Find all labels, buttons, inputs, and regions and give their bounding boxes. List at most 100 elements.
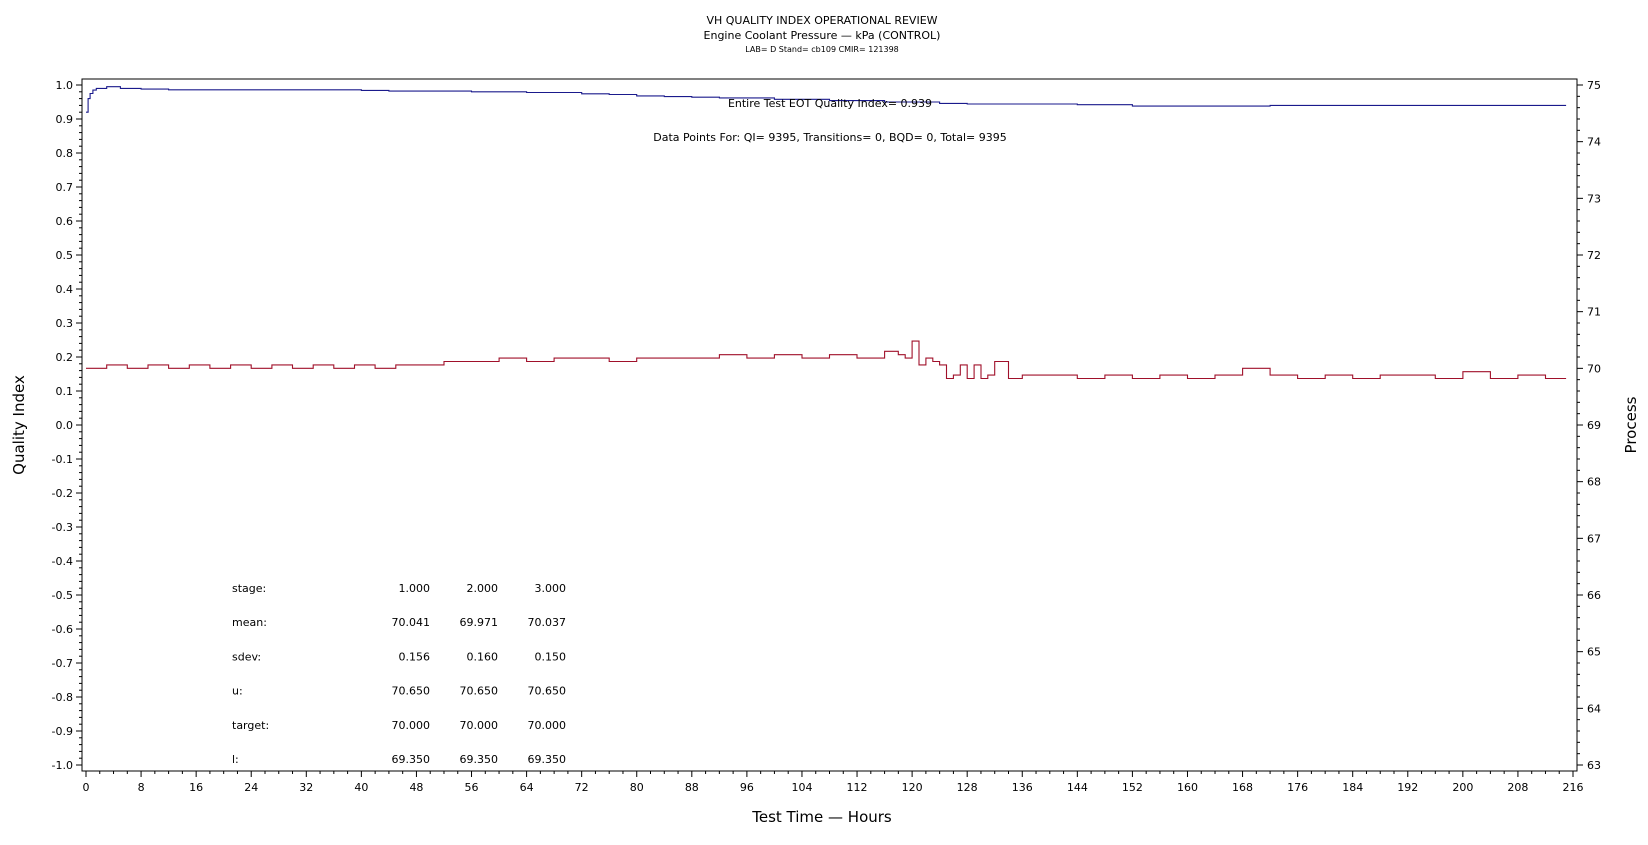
x-tick-label: 160 <box>1177 781 1198 794</box>
stats-cell: 69.350 <box>460 753 499 766</box>
stats-cell: 70.000 <box>460 719 499 732</box>
x-axis: 0 8 16 24 32 40 48 56 64 72 80 88 96 104 112 120 128 136 1… <box>83 771 1584 794</box>
stats-row-label: target: <box>232 719 269 732</box>
y-right-tick-label: 70 <box>1587 362 1601 375</box>
chart-info-line: LAB= D Stand= cb109 CMIR= 121398 <box>745 45 899 54</box>
plot-frame <box>81 78 1578 772</box>
y-right-tick-label: 67 <box>1587 532 1601 545</box>
y-left-tick-label: 0.2 <box>56 351 74 364</box>
y-left-tick-label: 0.7 <box>56 181 74 194</box>
x-tick-label: 88 <box>685 781 699 794</box>
y-axis-label: Quality Index <box>10 375 28 475</box>
stats-cell: 0.156 <box>399 650 431 663</box>
x-tick-label: 24 <box>244 781 258 794</box>
chart-title: VH QUALITY INDEX OPERATIONAL REVIEW <box>706 14 937 27</box>
x-tick-label: 8 <box>138 781 145 794</box>
y-left-tick-label: -0.7 <box>52 657 73 670</box>
x-tick-label: 64 <box>520 781 534 794</box>
x-tick-label: 208 <box>1507 781 1528 794</box>
y-right-tick-label: 66 <box>1587 589 1601 602</box>
stats-cell: 0.150 <box>535 650 567 663</box>
y-right-tick-label: 68 <box>1587 476 1601 489</box>
chart-subtitle: Engine Coolant Pressure — kPa (CONTROL) <box>704 29 941 42</box>
y-left-tick-label: 0.6 <box>56 215 74 228</box>
x-tick-label: 112 <box>847 781 868 794</box>
y2-axis-label: Process <box>1622 396 1640 453</box>
stats-cell: 70.650 <box>460 685 499 698</box>
series-line-2 <box>86 340 1567 380</box>
y-left-tick-label: -0.3 <box>52 521 73 534</box>
x-tick-label: 192 <box>1397 781 1418 794</box>
x-axis-label: Test Time — Hours <box>751 808 892 826</box>
y-right-tick-label: 73 <box>1587 192 1601 205</box>
x-tick-label: 56 <box>465 781 479 794</box>
stats-table: stage: 1.000 2.000 3.000 mean: 70.041 69.971 70… <box>232 582 566 766</box>
y-left-tick-label: -0.5 <box>52 589 73 602</box>
x-tick-label: 120 <box>902 781 923 794</box>
x-tick-label: 80 <box>630 781 644 794</box>
x-tick-label: 168 <box>1232 781 1253 794</box>
x-tick-label: 40 <box>354 781 368 794</box>
x-tick-label: 72 <box>575 781 589 794</box>
x-tick-label: 48 <box>409 781 423 794</box>
stats-row-label: stage: <box>232 582 266 595</box>
stats-cell: 1.000 <box>399 582 431 595</box>
stats-cell: 70.650 <box>392 685 431 698</box>
x-tick-label: 104 <box>791 781 812 794</box>
stats-cell: 70.650 <box>528 685 567 698</box>
x-tick-label: 128 <box>957 781 978 794</box>
y-left-tick-label: 0.9 <box>56 113 74 126</box>
y-axis-right: 63 64 65 66 67 68 69 70 71 72 73 74 75 <box>1577 79 1601 772</box>
x-tick-label: 184 <box>1342 781 1363 794</box>
x-tick-label: 200 <box>1452 781 1473 794</box>
stats-cell: 0.160 <box>467 650 499 663</box>
y-left-tick-label: -0.6 <box>52 623 73 636</box>
x-tick-label: 16 <box>189 781 203 794</box>
x-tick-label: 152 <box>1122 781 1143 794</box>
stats-row-label: u: <box>232 685 243 698</box>
series-layer <box>86 86 1567 380</box>
stats-row-label: l: <box>232 753 239 766</box>
x-tick-label: 96 <box>740 781 754 794</box>
stats-cell: 69.350 <box>528 753 567 766</box>
y-right-tick-label: 72 <box>1587 249 1601 262</box>
stats-row-label: sdev: <box>232 650 261 663</box>
y-left-tick-label: 0.0 <box>56 419 74 432</box>
y-left-tick-label: -0.2 <box>52 487 73 500</box>
stats-cell: 69.350 <box>392 753 431 766</box>
y-left-tick-label: 0.1 <box>56 385 74 398</box>
stats-cell: 70.041 <box>392 616 431 629</box>
x-tick-label: 136 <box>1012 781 1033 794</box>
stats-cell: 70.000 <box>528 719 567 732</box>
x-tick-label: 0 <box>83 781 90 794</box>
y-left-tick-label: -0.4 <box>52 555 73 568</box>
x-tick-label: 176 <box>1287 781 1308 794</box>
y-left-tick-label: 0.8 <box>56 147 74 160</box>
stats-cell: 70.037 <box>528 616 567 629</box>
y-right-tick-label: 69 <box>1587 419 1601 432</box>
stats-row-label: mean: <box>232 616 267 629</box>
y-left-tick-label: -0.9 <box>52 725 73 738</box>
y-left-tick-label: 0.3 <box>56 317 74 330</box>
y-axis-left: -1.0 -0.9 -0.8 -0.7 -0.6 -0.5 -0.4 -0.3 -0.2 -0.1… <box>52 79 82 772</box>
y-left-tick-label: 0.4 <box>56 283 74 296</box>
stats-cell: 2.000 <box>467 582 499 595</box>
y-right-tick-label: 75 <box>1587 79 1601 92</box>
y-left-tick-label: 1.0 <box>56 79 74 92</box>
y-left-tick-label: 0.5 <box>56 249 74 262</box>
y-left-tick-label: -1.0 <box>52 759 73 772</box>
y-left-tick-label: -0.8 <box>52 691 73 704</box>
stats-cell: 3.000 <box>535 582 567 595</box>
stats-cell: 69.971 <box>460 616 499 629</box>
series-line-1 <box>86 86 1567 113</box>
y-left-tick-label: -0.1 <box>52 453 73 466</box>
stats-cell: 70.000 <box>392 719 431 732</box>
y-right-tick-label: 65 <box>1587 646 1601 659</box>
y-right-tick-label: 63 <box>1587 759 1601 772</box>
y-right-tick-label: 74 <box>1587 136 1601 149</box>
x-tick-label: 216 <box>1563 781 1584 794</box>
x-tick-label: 144 <box>1067 781 1088 794</box>
y-right-tick-label: 64 <box>1587 702 1601 715</box>
x-tick-label: 32 <box>299 781 313 794</box>
